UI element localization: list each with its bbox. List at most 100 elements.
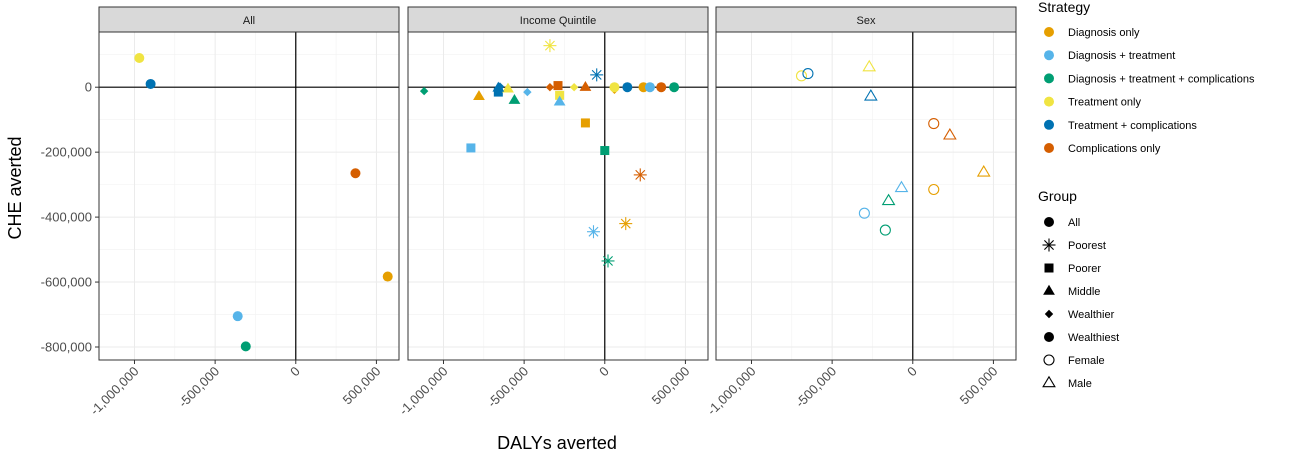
legend-strategy-key	[1044, 119, 1054, 130]
data-point	[928, 183, 940, 196]
x-tick-label: -500,000	[484, 364, 531, 411]
asterisk-stroke	[544, 40, 555, 51]
y-axis-title: CHE averted	[5, 136, 25, 239]
data-point	[633, 168, 647, 182]
legend-group-key	[1044, 309, 1054, 319]
legend-strategy-key	[1044, 143, 1054, 153]
asterisk-stroke	[1044, 240, 1054, 250]
legend-strategy-title: Strategy	[1038, 0, 1090, 15]
legend-strategy-key	[1044, 27, 1054, 37]
data-point	[858, 207, 870, 219]
data-point	[862, 59, 877, 72]
legend-group-label: Female	[1068, 355, 1105, 367]
data-point	[879, 224, 891, 236]
legend-group-label: Middle	[1068, 286, 1100, 298]
legend: Strategy Group Diagnosis only Diagnosis +…	[1038, 0, 1255, 390]
asterisk-stroke	[603, 255, 613, 266]
legend-strategy-label: Complications only	[1068, 143, 1161, 155]
data-point	[609, 82, 620, 93]
y-tick-label: 0	[85, 80, 92, 95]
data-point	[473, 90, 485, 101]
facet-panel: Sex -1,000,000 -500,000 0 500,000	[704, 6, 1017, 419]
legend-group-label: Poorest	[1068, 240, 1106, 252]
data-point	[543, 39, 557, 53]
data-point	[419, 86, 429, 96]
legend-group-label: Wealthier	[1068, 309, 1115, 321]
asterisk-stroke	[620, 218, 631, 229]
legend-group-title: Group	[1038, 188, 1077, 204]
legend-group-key	[1042, 238, 1056, 252]
data-points	[134, 39, 991, 352]
legend-strategy-key	[1044, 96, 1054, 107]
data-point	[466, 143, 476, 153]
legend-strategy-label: Treatment + complications	[1068, 120, 1197, 132]
data-point	[669, 82, 680, 93]
facet-panel: All -1,000,000 -500,000 0 500,000	[87, 6, 400, 419]
data-point	[590, 68, 604, 82]
data-point	[240, 341, 251, 352]
x-tick-label: -1,000,000	[87, 364, 142, 419]
legend-group-label: All	[1068, 217, 1080, 229]
data-point	[545, 83, 555, 92]
asterisk-stroke	[591, 69, 602, 80]
data-point	[795, 70, 808, 82]
legend-strategy-label: Diagnosis + treatment + complications	[1068, 73, 1255, 85]
legend-group-label: Male	[1068, 378, 1092, 390]
panel-background	[99, 32, 399, 360]
facet-strip-label: Income Quintile	[520, 15, 596, 27]
data-point	[976, 165, 991, 177]
data-point	[502, 82, 514, 93]
legend-group-label: Wealthiest	[1068, 332, 1119, 344]
facet-strip	[715, 6, 1017, 33]
facet-strip-label: All	[243, 15, 255, 27]
data-point	[134, 52, 145, 63]
legend-strategy-label: Treatment only	[1068, 97, 1141, 109]
legend-strategy-label: Diagnosis + treatment	[1068, 50, 1175, 62]
y-tick-label: -400,000	[41, 210, 92, 225]
panel-background	[716, 32, 1016, 360]
data-point	[600, 146, 610, 156]
data-point	[553, 95, 566, 106]
data-point	[508, 93, 521, 104]
data-point	[569, 83, 579, 92]
legend-strategy-key	[1044, 50, 1054, 61]
data-point	[145, 78, 156, 89]
x-tick-label: 500,000	[649, 364, 693, 408]
data-point	[232, 311, 243, 322]
data-point	[382, 271, 393, 282]
x-tick-label: -1,000,000	[704, 364, 759, 419]
x-tick-label: -1,000,000	[396, 364, 451, 419]
data-point	[601, 254, 615, 268]
legend-group-key	[1043, 354, 1055, 366]
data-point	[579, 81, 592, 91]
panels-layer: All -1,000,000 -500,000 0 500,000 Income Quin…	[87, 6, 1017, 419]
legend-group-key	[1043, 284, 1055, 295]
legend-group-label: Poorer	[1068, 263, 1101, 275]
data-point	[493, 87, 503, 97]
data-point	[580, 118, 590, 128]
legend-group-key	[1044, 263, 1054, 273]
data-point	[894, 180, 909, 193]
legend-group-key	[1044, 217, 1054, 227]
data-point	[644, 82, 655, 93]
x-tick-label: -500,000	[792, 364, 839, 411]
data-point	[586, 225, 600, 239]
legend-strategy-label: Diagnosis only	[1068, 27, 1140, 39]
x-tick-label: 500,000	[957, 364, 1001, 408]
legend-strategy-key	[1044, 73, 1054, 84]
y-tick-label: -200,000	[41, 145, 92, 160]
data-point	[881, 193, 896, 206]
data-point	[928, 118, 940, 130]
y-tick-label: -800,000	[41, 340, 92, 355]
data-point	[495, 82, 505, 91]
facet-strip	[98, 6, 400, 33]
data-point	[350, 168, 361, 179]
x-tick-label: 0	[287, 364, 303, 380]
data-point	[943, 127, 957, 140]
facet-strip	[407, 6, 709, 33]
facet-strip-label: Sex	[857, 15, 876, 27]
x-tick-label: 0	[904, 364, 920, 380]
data-point	[863, 89, 878, 101]
